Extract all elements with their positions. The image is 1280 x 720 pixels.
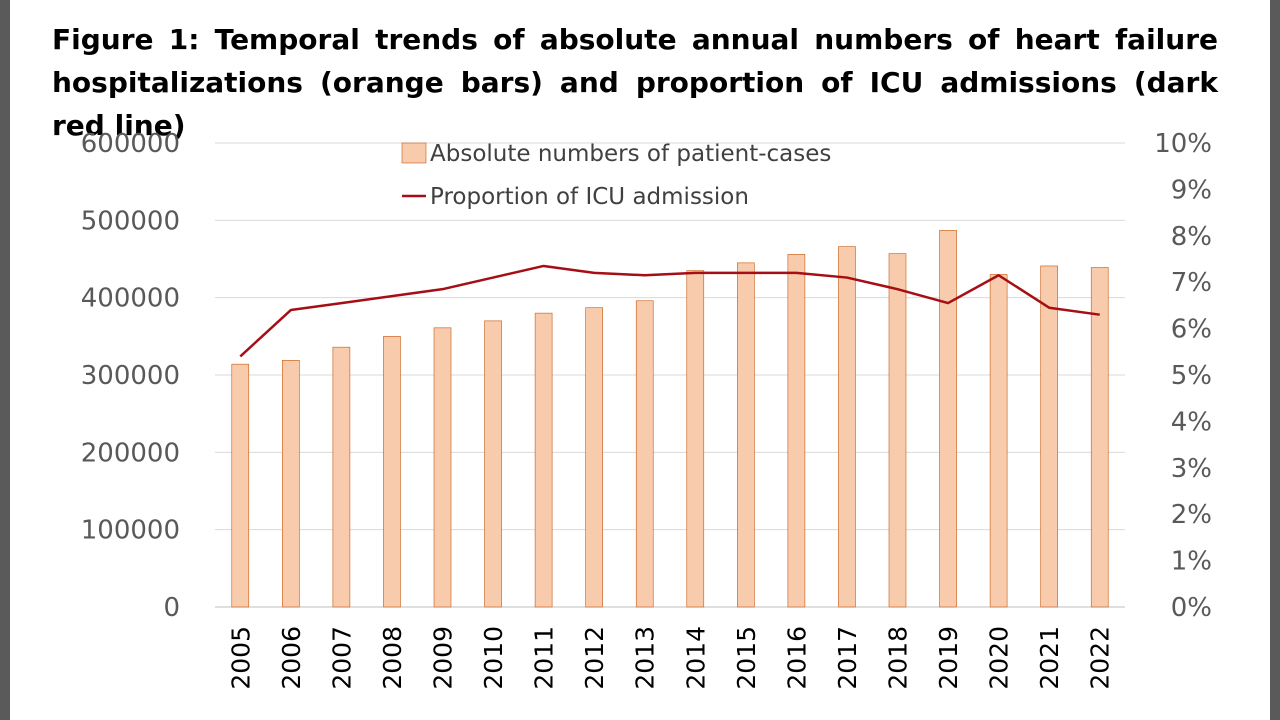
y-left-tick-label: 300000 [81,361,180,391]
y-left-tick-label: 200000 [81,438,180,468]
x-tick-label: 2014 [681,626,710,690]
x-tick-label: 2011 [530,626,559,690]
y-right-tick-label: 1% [1171,547,1212,577]
x-tick-label: 2019 [934,626,963,690]
x-tick-label: 2010 [479,626,508,690]
y-right-tick-label: 7% [1171,268,1212,298]
x-tick-label: 2009 [429,626,458,690]
legend-line-label: Proportion of ICU admission [430,184,749,210]
bar-2015 [737,262,755,608]
bar-2010 [484,320,502,608]
bar-2016 [787,254,806,608]
x-tick-label: 2008 [378,626,407,690]
y-right-tick-label: 8% [1171,222,1212,252]
bar-2022 [1090,267,1109,608]
x-tick-label: 2022 [1086,626,1115,690]
x-tick-label: 2016 [782,626,811,690]
y-right-tick-label: 5% [1171,361,1212,391]
left-border [0,0,10,720]
y-right-tick-label: 0% [1171,593,1212,623]
y-left-tick-label: 600000 [81,129,180,159]
x-tick-label: 2020 [985,626,1014,690]
x-tick-label: 2015 [732,626,761,690]
x-axis: 2005 2006 2007 2008 2009 2010 2011 2012 2013 2014… [226,626,1114,690]
x-tick-label: 2012 [580,626,609,690]
y-right-tick-label: 6% [1171,315,1212,345]
x-tick-label: 2007 [327,626,356,690]
icu-proportion-line [239,264,1100,358]
legend-bar-label: Absolute numbers of patient-cases [430,141,831,167]
bar-2018 [888,253,907,608]
y-left-tick-label: 0 [163,593,180,623]
grid-lines [215,142,1125,608]
figure-caption: Figure 1: Temporal trends of absolute an… [52,23,1218,142]
bar-2007 [332,346,351,608]
bar-2020 [989,274,1008,608]
y-right-tick-label: 3% [1171,454,1212,484]
y-right-tick-label: 9% [1171,175,1212,205]
x-tick-label: 2005 [226,626,255,690]
y-left-tick-label: 100000 [81,516,180,546]
y-axis-left: 0 100000 200000 300000 400000 500000 600000 [81,129,180,623]
x-tick-label: 2021 [1035,626,1064,690]
bar-2013 [635,300,654,608]
y-right-tick-label: 10% [1154,129,1212,159]
x-tick-label: 2013 [631,626,660,690]
legend-bar-swatch [401,142,427,164]
bar-2021 [1040,265,1058,608]
legend: Absolute numbers of patient-cases Propor… [401,141,831,210]
bar-2006 [282,360,300,608]
y-left-tick-label: 500000 [81,206,180,236]
bar-2008 [383,336,401,608]
y-right-tick-label: 4% [1171,407,1212,437]
x-tick-label: 2006 [277,626,306,690]
y-axis-right: 0% 1% 2% 3% 4% 5% 6% 7% 8% 9% 10% [1154,129,1212,623]
bar-2012 [585,307,603,608]
bar-2009 [433,327,452,608]
bar-2005 [231,363,250,608]
right-border [1270,0,1280,720]
x-tick-label: 2017 [833,626,862,690]
bar-2014 [686,270,705,608]
bar-2017 [838,246,856,608]
x-tick-label: 2018 [884,626,913,690]
y-left-tick-label: 400000 [81,284,180,314]
bar-2019 [939,230,957,608]
line-series [239,264,1100,358]
y-right-tick-label: 2% [1171,500,1212,530]
bar-2011 [534,312,553,608]
bar-series [231,230,1109,608]
